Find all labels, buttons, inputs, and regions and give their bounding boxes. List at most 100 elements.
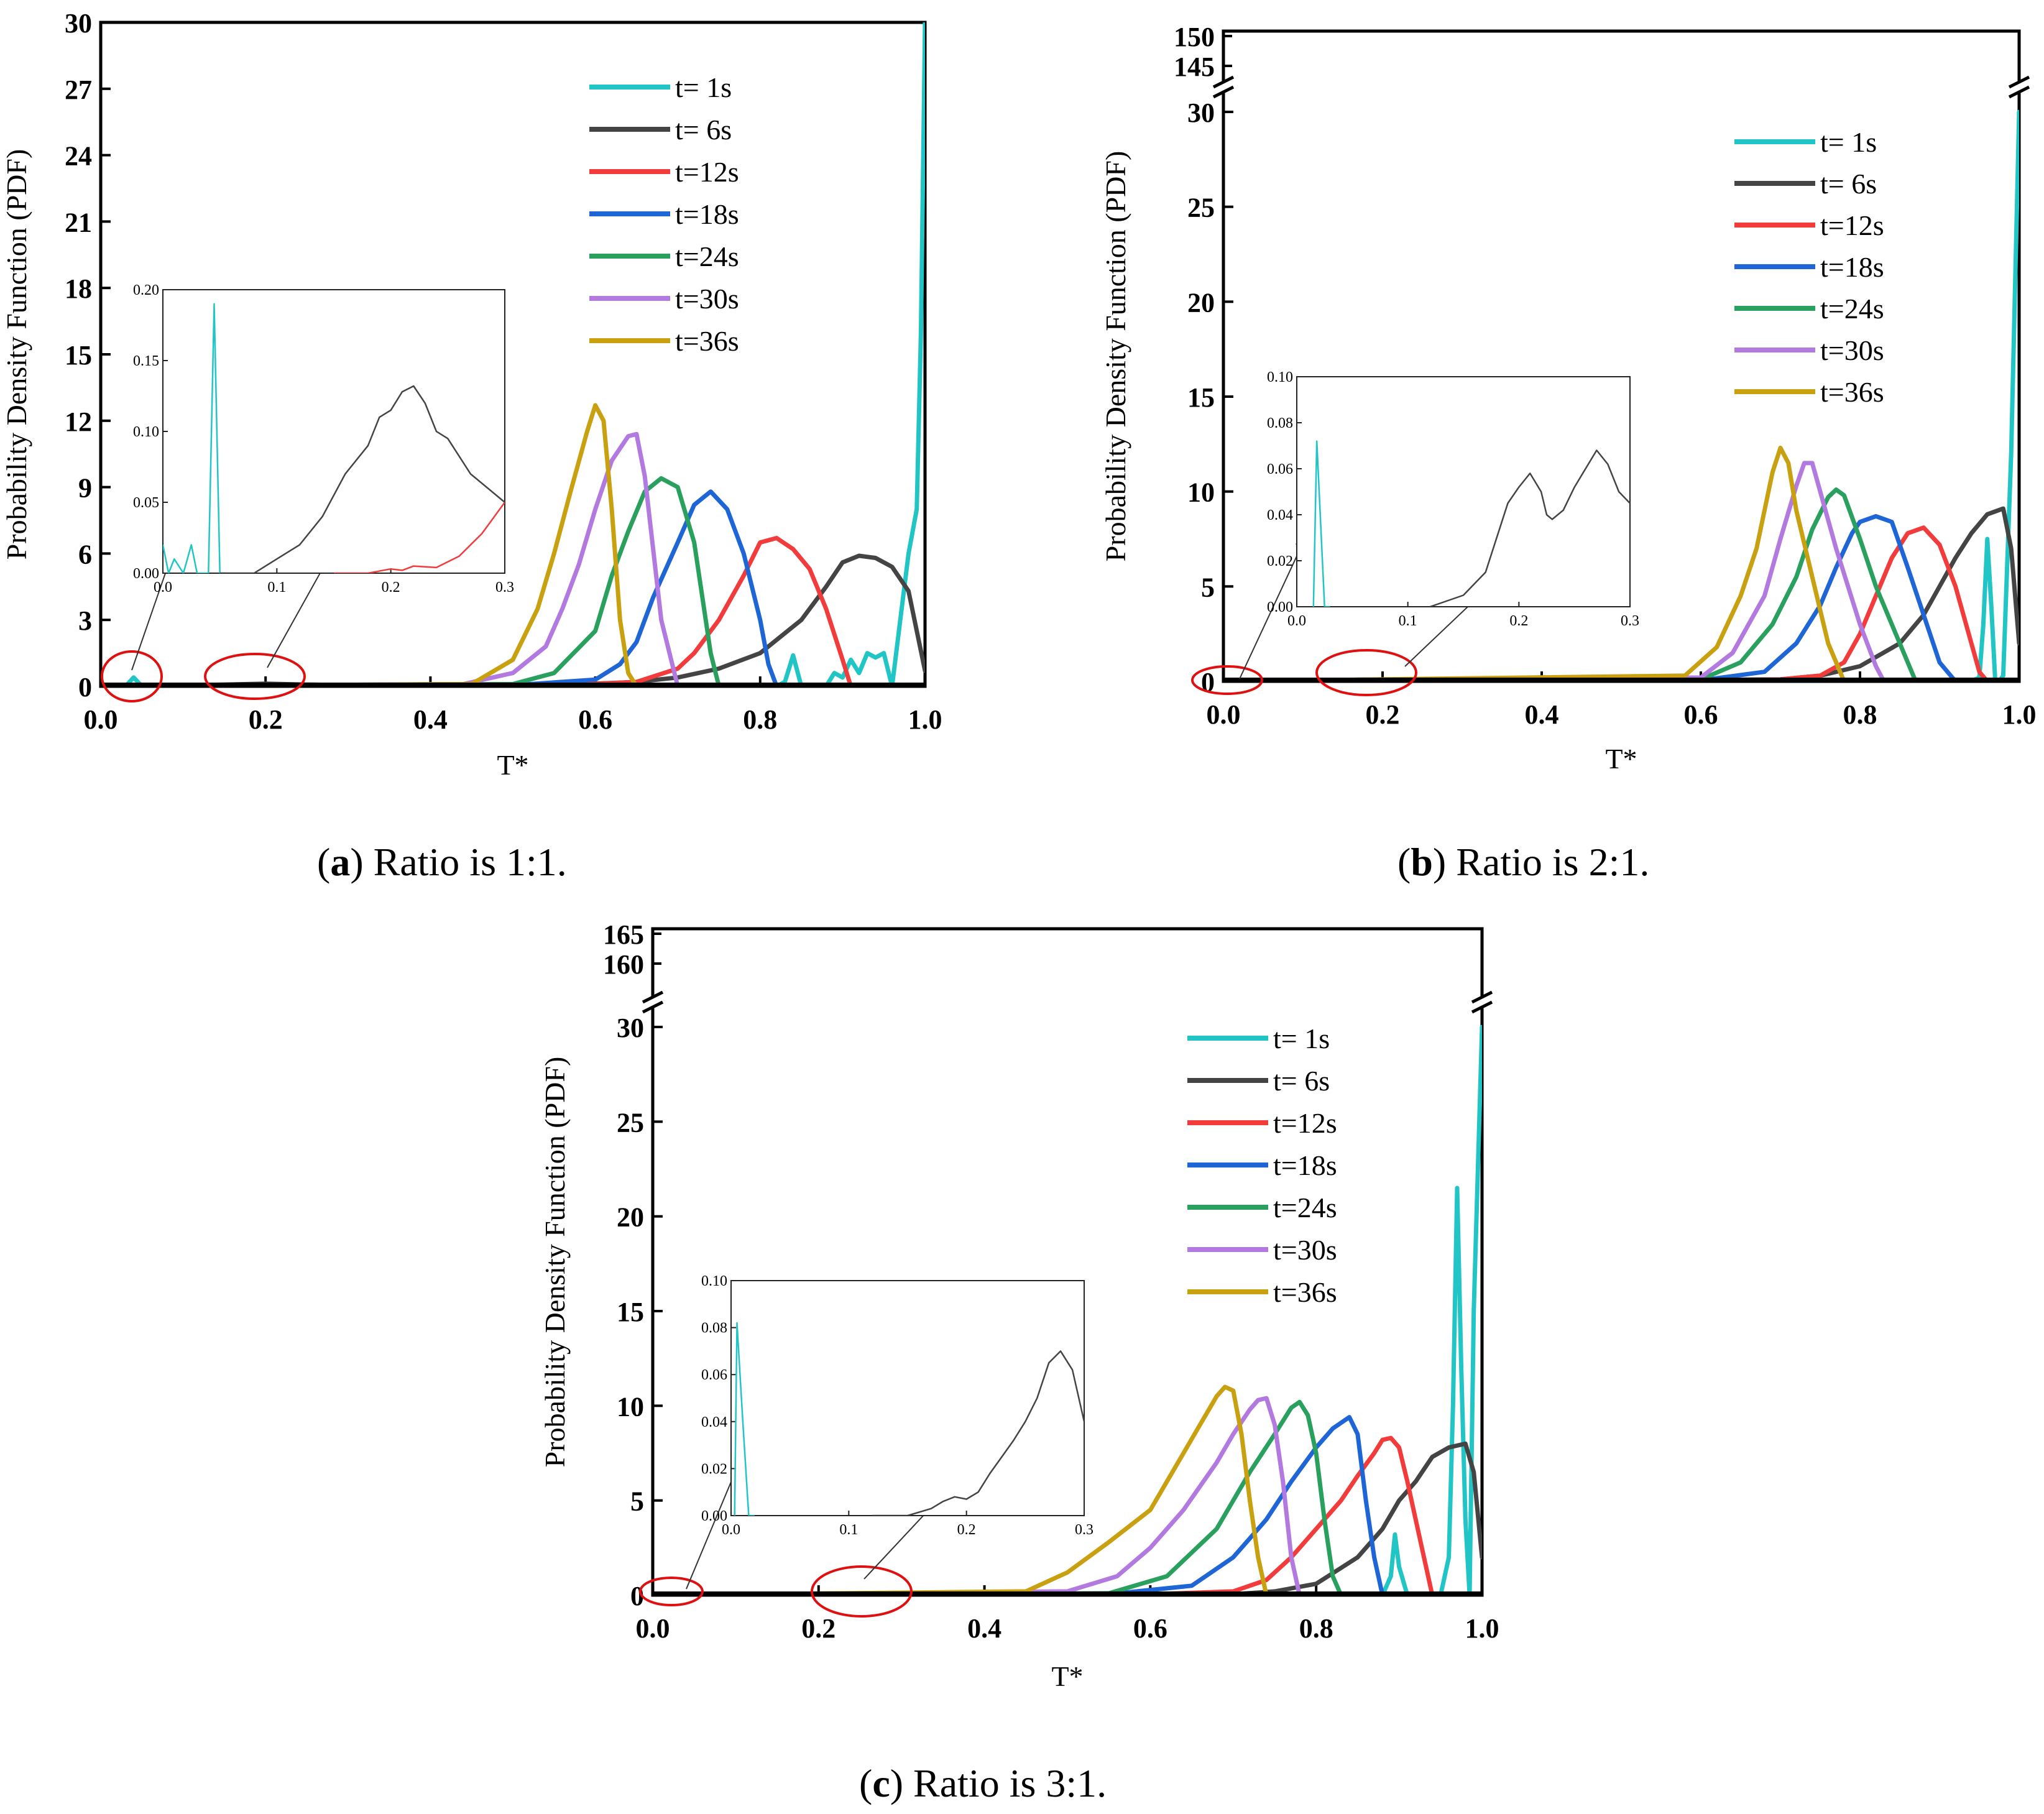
inset-x-tick-label: 0.1 (267, 579, 286, 596)
highlight-circle (204, 653, 306, 700)
legend-label-t30: t=30s (675, 283, 739, 315)
series-line-t24 (653, 1399, 1343, 1595)
inset-y-tick-label: 0.00 (701, 1508, 727, 1524)
x-tick-label: 1.0 (908, 704, 942, 735)
y-break-tick-label: 150 (1174, 22, 1215, 52)
series-line-t6 (101, 553, 925, 686)
inset-x-tick-label: 0.3 (495, 579, 514, 596)
y-tick-label: 20 (1187, 287, 1215, 318)
x-tick-label: 1.0 (2002, 699, 2037, 730)
legend-label-t30: t=30s (1273, 1234, 1337, 1266)
x-tick-label: 0.2 (249, 704, 283, 735)
axis-break-mark (1212, 85, 1235, 99)
y-tick-label: 15 (65, 340, 92, 371)
y-tick-label: 30 (65, 8, 92, 39)
y-tick-label: 10 (1187, 477, 1215, 508)
y-axis-label: Probability Density Function (PDF) (1, 149, 32, 560)
legend-label-t12: t=12s (1820, 209, 1884, 241)
y-tick-label: 30 (617, 1013, 644, 1043)
legend-label-t18: t=18s (1273, 1149, 1337, 1181)
inset-y-tick-label: 0.02 (701, 1461, 727, 1477)
x-tick-label: 0.6 (578, 704, 612, 735)
legend-label-t24: t=24s (1273, 1192, 1337, 1223)
inset-y-tick-label: 0.04 (701, 1414, 727, 1430)
axis-break-mark (642, 990, 664, 1004)
x-tick-label: 0.6 (1684, 699, 1718, 730)
inset-x-tick-label: 0.2 (1509, 613, 1528, 629)
inset-y-tick-label: 0.06 (1267, 461, 1293, 477)
caption-b: (b) Ratio is 2:1. (1397, 840, 1649, 884)
panel-a: 0 3 6 9 12 15 18 21 24 27 30 0.0 0.2 0.4 0.6 0.8 1.0 T* Pr… (1, 8, 942, 781)
series-line-t30 (653, 1396, 1302, 1595)
series-line-t36 (1223, 445, 1846, 681)
series-line-t30 (1223, 461, 1886, 681)
inset-x-tick-label: 0.0 (722, 1522, 740, 1538)
x-tick-label: 0.2 (801, 1613, 836, 1644)
y-axis-label: Probability Density Function (PDF) (1100, 151, 1131, 562)
series-line-t30 (101, 431, 680, 686)
inset-y-tick-label: 0.00 (133, 566, 159, 582)
y-break-tick-label: 145 (1174, 52, 1215, 82)
inset-series-line-t6 (1429, 449, 1630, 607)
highlight-circle (1315, 649, 1417, 696)
y-tick-label: 20 (617, 1202, 644, 1233)
x-tick-label: 0.0 (1207, 699, 1241, 730)
legend-label-t30: t=30s (1820, 334, 1884, 366)
series-line-t24 (101, 476, 721, 686)
x-tick-label: 0.4 (413, 704, 448, 735)
x-tick-label: 0.8 (1299, 1613, 1333, 1644)
inset-y-tick-label: 0.10 (133, 424, 159, 440)
inset-y-tick-label: 0.06 (701, 1367, 727, 1383)
axis-break-mark (2008, 75, 2030, 89)
x-tick-label: 1.0 (1465, 1613, 1499, 1644)
highlight-circle (101, 650, 163, 702)
highlight-circle (1191, 665, 1263, 695)
inset-x-tick-label: 0.0 (1287, 613, 1306, 629)
x-tick-label: 0.2 (1366, 699, 1400, 730)
axis-break-mark (1471, 1000, 1493, 1014)
inset-x-tick-label: 0.1 (839, 1522, 858, 1538)
inset-frame (162, 289, 505, 574)
legend-label-t18: t=18s (1820, 251, 1884, 283)
legend-label-t36: t=36s (675, 325, 739, 357)
series-line-t36 (101, 403, 639, 686)
legend-label-t24: t=24s (1820, 293, 1884, 325)
y-tick-label: 30 (1187, 98, 1215, 128)
legend-label-t6: t= 6s (1820, 168, 1877, 200)
legend-label-t18: t=18s (675, 198, 739, 230)
y-break-tick-label: 165 (603, 919, 644, 950)
inset-y-tick-label: 0.08 (701, 1320, 727, 1337)
highlight-circle (811, 1565, 913, 1618)
y-tick-label: 25 (617, 1107, 644, 1138)
legend-label-t36: t=36s (1273, 1276, 1337, 1308)
inset-series-line-t1 (1312, 440, 1330, 607)
caption-c: (c) Ratio is 3:1. (859, 1761, 1107, 1805)
y-tick-label: 6 (78, 539, 92, 569)
x-tick-label: 0.4 (1525, 699, 1559, 730)
inset-y-tick-label: 0.08 (1267, 415, 1293, 431)
axis-break-mark (1212, 75, 1235, 89)
y-tick-label: 25 (1187, 193, 1215, 223)
y-tick-label: 21 (65, 207, 92, 237)
inset-series-line-t1 (163, 303, 226, 573)
inset-y-tick-label: 0.02 (1267, 553, 1293, 569)
y-tick-label: 18 (65, 274, 92, 304)
legend-label-t6: t= 6s (1273, 1065, 1330, 1097)
legend-label-t12: t=12s (675, 156, 739, 188)
inset-x-tick-label: 0.0 (154, 579, 172, 596)
series-line-t18 (101, 489, 779, 686)
inset-y-tick-label: 0.20 (133, 282, 159, 298)
y-tick-label: 10 (617, 1391, 644, 1422)
x-tick-label: 0.8 (1843, 699, 1877, 730)
highlight-circle (639, 1577, 704, 1606)
y-tick-label: 15 (1187, 382, 1215, 413)
y-tick-label: 0 (78, 672, 92, 702)
series-line-t24 (1223, 487, 1918, 681)
legend-label-t6: t= 6s (675, 114, 732, 145)
y-tick-label: 5 (630, 1486, 644, 1517)
y-break-tick-label: 160 (603, 949, 644, 980)
series-line-t1 (653, 1024, 1482, 1595)
x-axis-label: T* (1051, 1660, 1083, 1692)
series-line-t36 (653, 1384, 1269, 1595)
legend-label-t1: t= 1s (1820, 126, 1877, 158)
